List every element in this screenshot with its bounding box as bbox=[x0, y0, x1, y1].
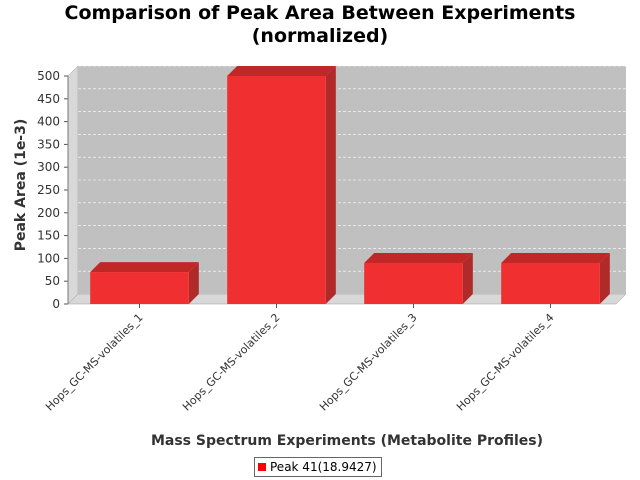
y-tick-label: 350 bbox=[37, 137, 60, 151]
bar bbox=[227, 76, 326, 304]
x-axis-label: Mass Spectrum Experiments (Metabolite Pr… bbox=[151, 433, 543, 449]
bar-side bbox=[325, 66, 336, 304]
x-category-label: Hops_GC-MS-volatiles_2 bbox=[180, 311, 283, 414]
y-tick-label: 150 bbox=[37, 229, 60, 243]
y-tick-label: 300 bbox=[37, 160, 60, 174]
x-category-label: Hops_GC-MS-volatiles_1 bbox=[43, 311, 146, 414]
bar-top bbox=[227, 66, 336, 76]
y-tick-label: 500 bbox=[37, 69, 60, 83]
bar-top bbox=[364, 252, 473, 263]
bar bbox=[364, 262, 463, 304]
y-tick-label: 100 bbox=[37, 251, 60, 265]
chart-title: Comparison of Peak Area Between Experime… bbox=[0, 2, 640, 48]
chart-title-line-1: Comparison of Peak Area Between Experime… bbox=[64, 2, 576, 24]
legend-label: Peak 41(18.9427) bbox=[270, 460, 377, 474]
bar-side bbox=[462, 252, 473, 304]
bar-side bbox=[599, 252, 610, 304]
bar-top bbox=[501, 252, 610, 263]
bar-side bbox=[188, 262, 199, 304]
bar bbox=[501, 262, 600, 304]
plot-left-wall bbox=[67, 65, 79, 305]
x-category-label: Hops_GC-MS-volatiles_4 bbox=[454, 311, 557, 414]
chart-title-line-2: (normalized) bbox=[251, 25, 389, 47]
y-tick-label: 50 bbox=[45, 274, 60, 288]
y-tick-label: 0 bbox=[52, 297, 60, 311]
y-tick-label: 250 bbox=[37, 183, 60, 197]
legend-swatch bbox=[258, 463, 266, 471]
legend: Peak 41(18.9427) bbox=[254, 457, 382, 477]
bar bbox=[90, 272, 189, 304]
y-tick-label: 450 bbox=[37, 92, 60, 106]
y-tick-label: 400 bbox=[37, 115, 60, 129]
x-category-label: Hops_GC-MS-volatiles_3 bbox=[317, 311, 420, 414]
y-tick-label: 200 bbox=[37, 206, 60, 220]
bar-top bbox=[90, 262, 199, 273]
y-axis-label: Peak Area (1e-3) bbox=[13, 119, 29, 252]
